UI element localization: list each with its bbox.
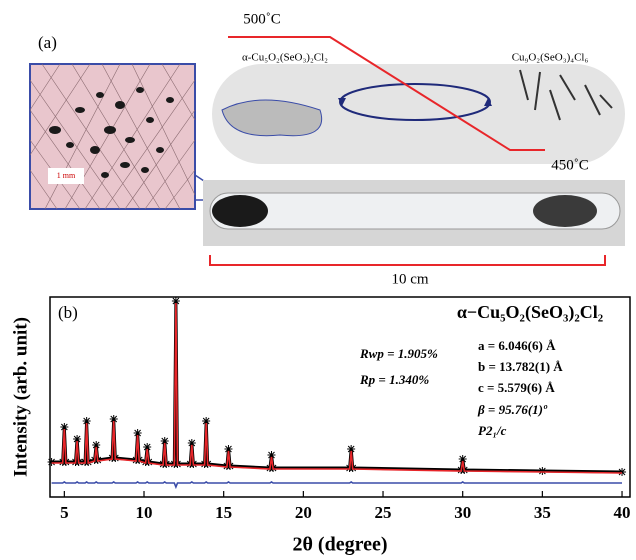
chart-title: α−Cu₅O₂(SeO₃)₂Cl₂ [457,302,603,323]
series-line [52,482,622,487]
temperature-label: 500˚C [243,11,281,27]
x-tick-label: 20 [295,503,312,522]
x-tick-label: 30 [454,503,471,522]
x-tick-label: 10 [136,503,153,522]
temperature-label: 450˚C [551,157,589,173]
annotation: Rwp = 1.905% [359,346,438,361]
annotation: a = 6.046(6) Å [478,338,556,353]
scale-bar-label: 1 mm [57,171,76,180]
annotation: β = 95.76(1)º [477,402,548,417]
x-axis-label: 2θ (degree) [292,534,387,556]
x-tick-label: 5 [60,503,69,522]
panel-label: (b) [58,303,78,322]
x-tick-label: 35 [534,503,551,522]
x-tick-label: 15 [215,503,232,522]
annotation: b = 13.782(1) Å [478,359,563,374]
length-label: 10 cm [391,271,428,287]
y-axis-label: Intensity (arb. unit) [10,317,31,477]
x-tick-label: 25 [375,503,392,522]
figure: (a) 1 mm α-Cu₅O₂(SeO₃)₂Cl₂ Cu₉O₂(SeO₃)₄C… [0,0,636,560]
length-bracket [210,255,605,265]
observed-marker [48,458,56,466]
annotation: c = 5.579(6) Å [478,380,555,395]
phase-label: α-Cu₅O₂(SeO₃)₂Cl₂ [242,52,328,64]
crystal-end [533,195,597,227]
phase-label: Cu₉O₂(SeO₃)₄Cl₆ [512,52,589,64]
annotation: Rp = 1.340% [359,372,429,387]
crystal-photo [30,64,195,209]
panel-label: (a) [38,33,57,52]
annotation: P2₁/c [478,423,507,438]
powder-end [212,195,268,227]
x-tick-label: 40 [614,503,631,522]
observed-marker [538,467,546,475]
observed-marker [618,468,626,476]
